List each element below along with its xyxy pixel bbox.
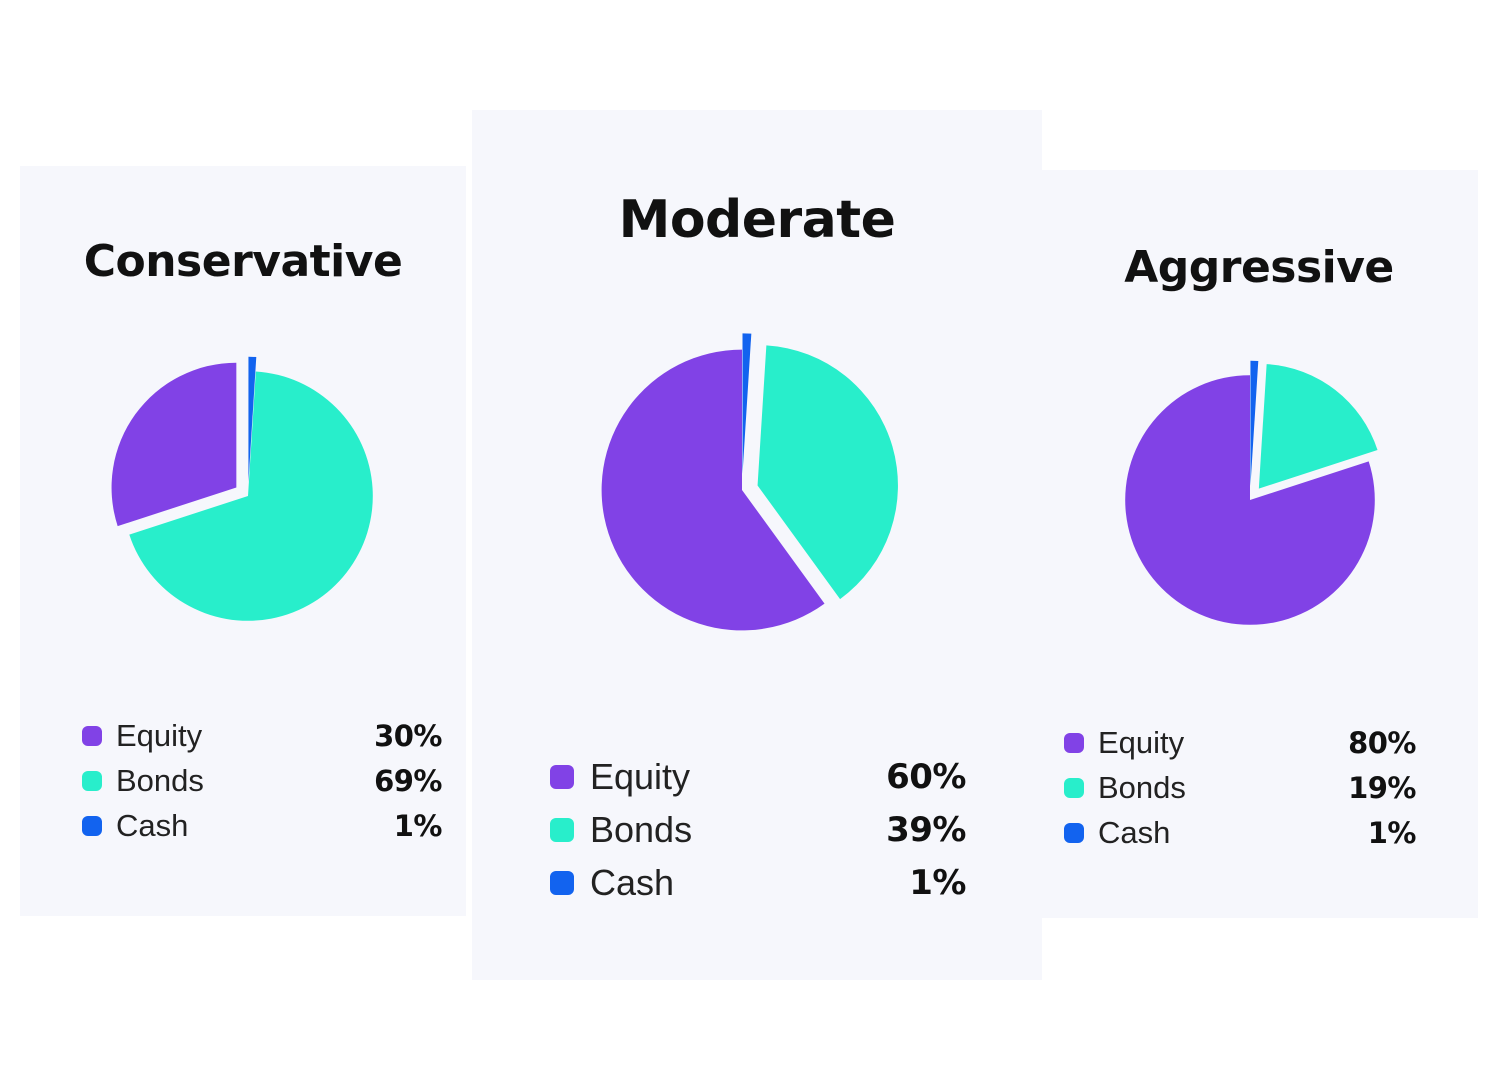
legend-value: 39% [886, 809, 966, 850]
legend-label: Bonds [590, 808, 693, 850]
cash-swatch [550, 870, 574, 895]
pie-slice-bonds [129, 371, 373, 621]
legend-item-cash: Cash 1% [550, 856, 966, 909]
legend-label: Equity [590, 755, 691, 797]
equity-swatch [550, 764, 574, 789]
pie-chart [1125, 360, 1378, 625]
portfolio-card-moderate: Moderate Equity 60% Bonds 39% Cash 1% [472, 110, 1042, 980]
pie-slice-cash [1250, 360, 1259, 486]
chart-title: Conservative [83, 236, 403, 287]
legend-label: Cash [590, 861, 675, 903]
legend: Equity 60% Bonds 39% Cash 1% [550, 750, 966, 909]
pie-slice-bonds [1258, 364, 1378, 489]
legend-value: 19% [1348, 770, 1416, 805]
pie-slice-equity [1125, 375, 1375, 625]
legend-value: 30% [374, 718, 442, 753]
pie-chart [111, 356, 373, 621]
legend-item-bonds: Bonds 39% [550, 803, 966, 856]
legend-item-equity: Equity 60% [550, 750, 966, 803]
equity-swatch [82, 725, 102, 746]
legend-item-equity: Equity 30% [82, 713, 442, 758]
pie-slice-cash [248, 356, 257, 482]
legend-label: Bonds [1098, 769, 1186, 805]
legend-label: Equity [1098, 724, 1185, 760]
cash-swatch [82, 815, 102, 836]
portfolio-card-aggressive: Aggressive Equity 80% Bonds 19% Cash 1% [1040, 170, 1478, 918]
legend-label: Cash [116, 807, 189, 843]
legend-item-equity: Equity 80% [1064, 720, 1416, 765]
pie-slice-cash [742, 333, 752, 474]
pie-slice-equity [601, 349, 825, 631]
legend-value: 60% [886, 756, 966, 797]
pie-slice-equity [111, 362, 237, 527]
legend-label: Bonds [116, 762, 204, 798]
pie-slice-bonds [757, 345, 898, 600]
cash-swatch [1064, 822, 1084, 843]
legend-item-bonds: Bonds 19% [1064, 765, 1416, 810]
legend-item-cash: Cash 1% [1064, 810, 1417, 855]
legend-value: 1% [1367, 815, 1417, 850]
legend: Equity 30% Bonds 69% Cash 1% [82, 713, 443, 848]
legend-item-cash: Cash 1% [82, 803, 443, 848]
bonds-swatch [550, 817, 574, 842]
bonds-swatch [1064, 777, 1084, 798]
bonds-swatch [82, 770, 102, 791]
legend: Equity 80% Bonds 19% Cash 1% [1064, 720, 1417, 855]
portfolio-card-conservative: Conservative Equity 30% Bonds 69% Cash 1… [20, 166, 466, 916]
pie-chart [601, 333, 898, 631]
legend-value: 1% [909, 862, 966, 903]
chart-title: Aggressive [1124, 242, 1394, 293]
legend-value: 80% [1348, 725, 1416, 760]
legend-label: Cash [1098, 814, 1171, 850]
equity-swatch [1064, 732, 1084, 753]
legend-item-bonds: Bonds 69% [82, 758, 442, 803]
chart-title: Moderate [618, 190, 896, 250]
legend-label: Equity [116, 717, 203, 753]
legend-value: 69% [374, 763, 442, 798]
legend-value: 1% [393, 808, 443, 843]
